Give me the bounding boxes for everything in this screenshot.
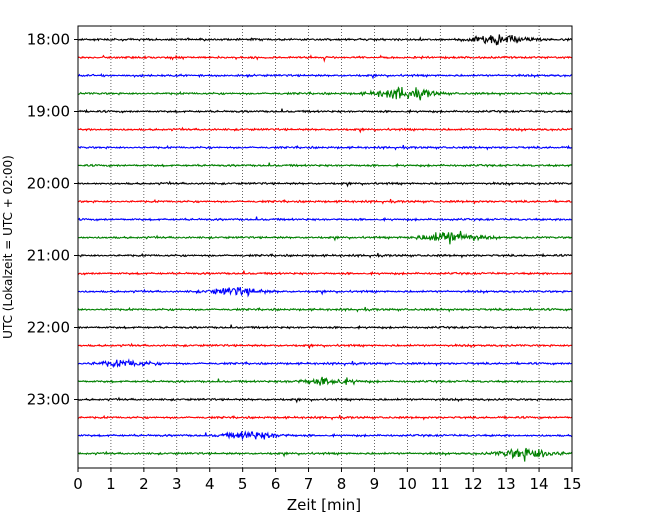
seismic-trace bbox=[77, 376, 573, 386]
x-tick-label: 3 bbox=[172, 475, 182, 493]
x-axis-label: Zeit [min] bbox=[287, 496, 361, 514]
y-tick-label: 23:00 bbox=[27, 391, 70, 409]
seismic-trace bbox=[77, 126, 573, 134]
plot-frame bbox=[77, 25, 573, 469]
seismic-trace bbox=[77, 72, 573, 80]
seismic-trace bbox=[77, 287, 573, 298]
x-tick-label: 10 bbox=[398, 475, 417, 493]
x-tick-label: 2 bbox=[139, 475, 149, 493]
seismic-trace bbox=[77, 324, 573, 331]
x-tick-label: 5 bbox=[238, 475, 248, 493]
seismic-trace bbox=[77, 414, 573, 421]
plot-border bbox=[77, 25, 573, 469]
y-tick-label: 19:00 bbox=[27, 103, 70, 121]
x-tick-label: 1 bbox=[106, 475, 116, 493]
x-tick-label: 8 bbox=[337, 475, 347, 493]
x-tick-label: 6 bbox=[271, 475, 281, 493]
y-tick-label: 18:00 bbox=[27, 31, 70, 49]
x-tick-label: 15 bbox=[562, 475, 581, 493]
y-tick-label: 21:00 bbox=[27, 247, 70, 265]
seismic-trace bbox=[77, 86, 573, 101]
seismic-trace bbox=[77, 342, 573, 350]
x-tick-label: 9 bbox=[370, 475, 380, 493]
x-tick-label: 7 bbox=[304, 475, 314, 493]
seismic-traces bbox=[77, 34, 573, 462]
y-axis-ticks: 18:00 19:00 20:00 21:00 22:00 23:00 bbox=[27, 31, 78, 409]
seismic-trace bbox=[77, 216, 573, 223]
y-tick-label: 20:00 bbox=[27, 175, 70, 193]
seismic-trace bbox=[77, 230, 573, 245]
x-tick-label: 4 bbox=[205, 475, 215, 493]
seismic-trace bbox=[77, 162, 573, 169]
seismic-trace bbox=[77, 270, 573, 277]
seismic-trace bbox=[77, 54, 573, 63]
y-tick-label: 22:00 bbox=[27, 319, 70, 337]
x-tick-label: 11 bbox=[431, 475, 450, 493]
seismic-trace bbox=[77, 430, 573, 441]
x-tick-label: 14 bbox=[530, 475, 549, 493]
seismic-trace bbox=[77, 34, 573, 46]
seismic-trace bbox=[77, 396, 573, 404]
x-tick-label: 13 bbox=[497, 475, 516, 493]
x-axis-ticks: 0 1 2 3 4 5 6 7 8 9 10 11 12 13 14 15 bbox=[73, 468, 582, 493]
seismic-trace bbox=[77, 252, 573, 259]
seismic-trace bbox=[77, 198, 573, 205]
seismic-trace bbox=[77, 108, 573, 115]
x-tick-label: 0 bbox=[73, 475, 83, 493]
plot-background bbox=[78, 26, 572, 468]
seismic-trace bbox=[77, 358, 573, 369]
plot-area bbox=[77, 26, 573, 468]
y-axis-label: UTC (Lokalzeit = UTC + 02:00) bbox=[1, 155, 15, 339]
x-tick-label: 12 bbox=[464, 475, 483, 493]
seismic-trace bbox=[77, 447, 573, 462]
seismic-trace bbox=[77, 180, 573, 188]
seismic-trace bbox=[77, 144, 573, 151]
seismic-trace bbox=[77, 306, 573, 313]
